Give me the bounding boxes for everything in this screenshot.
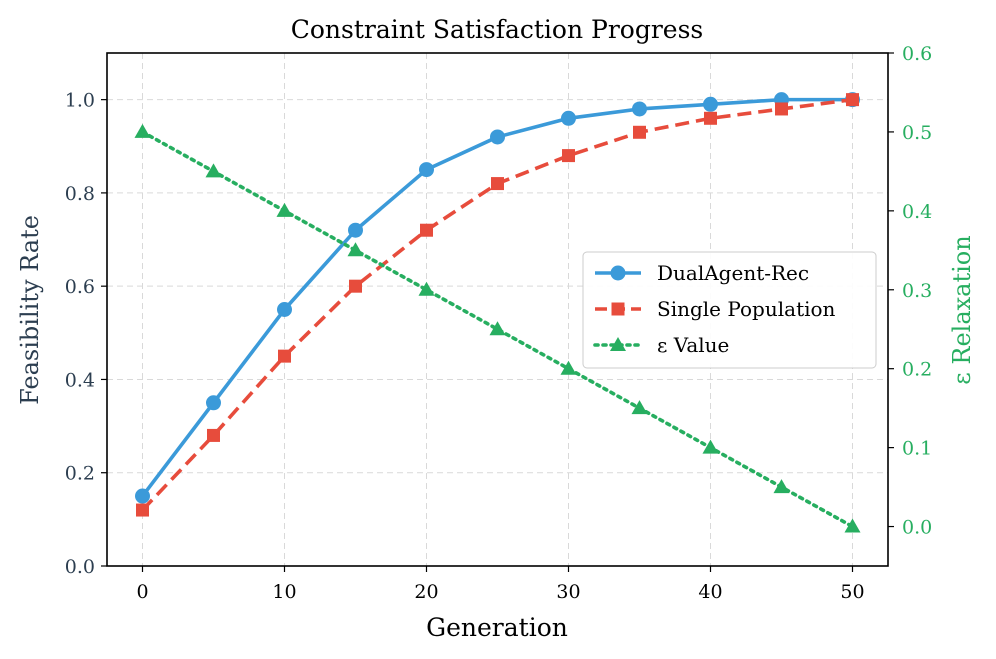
data-point (135, 488, 150, 504)
x-tick-label: 0 (136, 581, 148, 603)
series-line (140, 130, 855, 529)
data-point (277, 302, 292, 317)
data-point (631, 400, 648, 415)
y-tick-label: 0.6 (65, 276, 95, 298)
data-point (276, 202, 293, 217)
right-y-axis-label: ε Relaxation (948, 235, 976, 384)
y-tick-label: 0.8 (65, 183, 95, 205)
legend-label: DualAgent-Rec (657, 261, 809, 285)
data-point (702, 439, 719, 454)
data-point (418, 281, 435, 296)
y-tick-label: 0.2 (65, 463, 95, 485)
x-tick-label: 20 (414, 581, 438, 603)
left-axis-ticks: 0.0 0.2 0.4 0.6 0.8 1.0 (65, 90, 107, 578)
data-point (844, 518, 861, 533)
data-point (348, 222, 363, 238)
legend-marker (610, 265, 626, 281)
data-point (703, 96, 718, 112)
legend-marker (610, 337, 626, 351)
data-point (136, 503, 149, 517)
data-point (278, 349, 291, 363)
y-tick-label: 0.4 (65, 369, 95, 391)
grid-lines (107, 53, 888, 566)
data-point (490, 129, 505, 145)
series-layer (134, 92, 861, 533)
data-point (632, 101, 647, 117)
legend-label: ε Value (657, 333, 729, 357)
y-tick-label: 1.0 (65, 90, 95, 112)
data-point (347, 242, 364, 257)
y2-tick-label: 0.3 (902, 280, 932, 302)
data-point (846, 93, 859, 107)
y2-tick-label: 0.4 (902, 201, 932, 223)
data-point (704, 111, 717, 125)
series-1 (136, 93, 859, 517)
y-axis-label: Feasibility Rate (16, 215, 44, 405)
legend-box (582, 251, 877, 369)
data-point (205, 163, 222, 178)
data-point (775, 102, 788, 116)
data-point (420, 223, 433, 237)
series-2 (134, 123, 861, 533)
x-axis-label: Generation (426, 613, 568, 642)
y2-tick-label: 0.0 (902, 517, 932, 539)
y2-tick-label: 0.6 (902, 43, 932, 65)
data-point (419, 162, 434, 178)
data-point (349, 279, 362, 293)
x-tick-label: 10 (272, 581, 296, 603)
chart-title: Constraint Satisfaction Progress (291, 15, 704, 44)
x-tick-label: 50 (840, 581, 864, 603)
data-point (489, 321, 506, 336)
legend-item: Single Population (595, 297, 836, 321)
data-point (491, 177, 504, 191)
legend-item: DualAgent-Rec (595, 261, 809, 285)
y-tick-label: 0.0 (65, 556, 95, 578)
x-axis-ticks: 0 10 20 30 40 50 (136, 566, 865, 603)
data-point (773, 479, 790, 494)
right-axis-ticks: 0.0 0.1 0.2 0.3 0.4 0.5 0.6 (888, 43, 932, 539)
y2-tick-label: 0.2 (902, 359, 932, 381)
legend-item: ε Value (593, 333, 729, 357)
data-point (207, 428, 220, 442)
data-point (134, 123, 151, 138)
legend-marker (611, 302, 625, 316)
y2-tick-label: 0.5 (902, 122, 932, 144)
data-point (633, 125, 646, 139)
legend-label: Single Population (657, 297, 836, 321)
plot-frame (106, 52, 889, 567)
y2-tick-label: 0.1 (902, 438, 932, 460)
x-tick-label: 30 (556, 581, 580, 603)
data-point (562, 149, 575, 163)
legend: DualAgent-Rec Single Population ε Value (582, 251, 877, 369)
data-point (206, 395, 221, 411)
data-point (560, 360, 577, 375)
data-point (561, 110, 576, 126)
x-tick-label: 40 (698, 581, 722, 603)
